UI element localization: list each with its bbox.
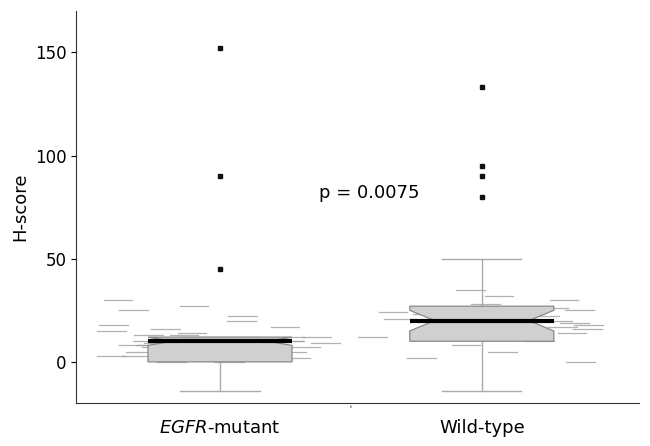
Text: $\it{EGFR}$-mutant: $\it{EGFR}$-mutant (159, 419, 281, 437)
Polygon shape (410, 306, 554, 341)
Text: Wild-type: Wild-type (439, 419, 525, 437)
Y-axis label: H-score: H-score (11, 173, 29, 241)
Polygon shape (148, 337, 292, 362)
Text: p = 0.0075: p = 0.0075 (319, 184, 419, 202)
